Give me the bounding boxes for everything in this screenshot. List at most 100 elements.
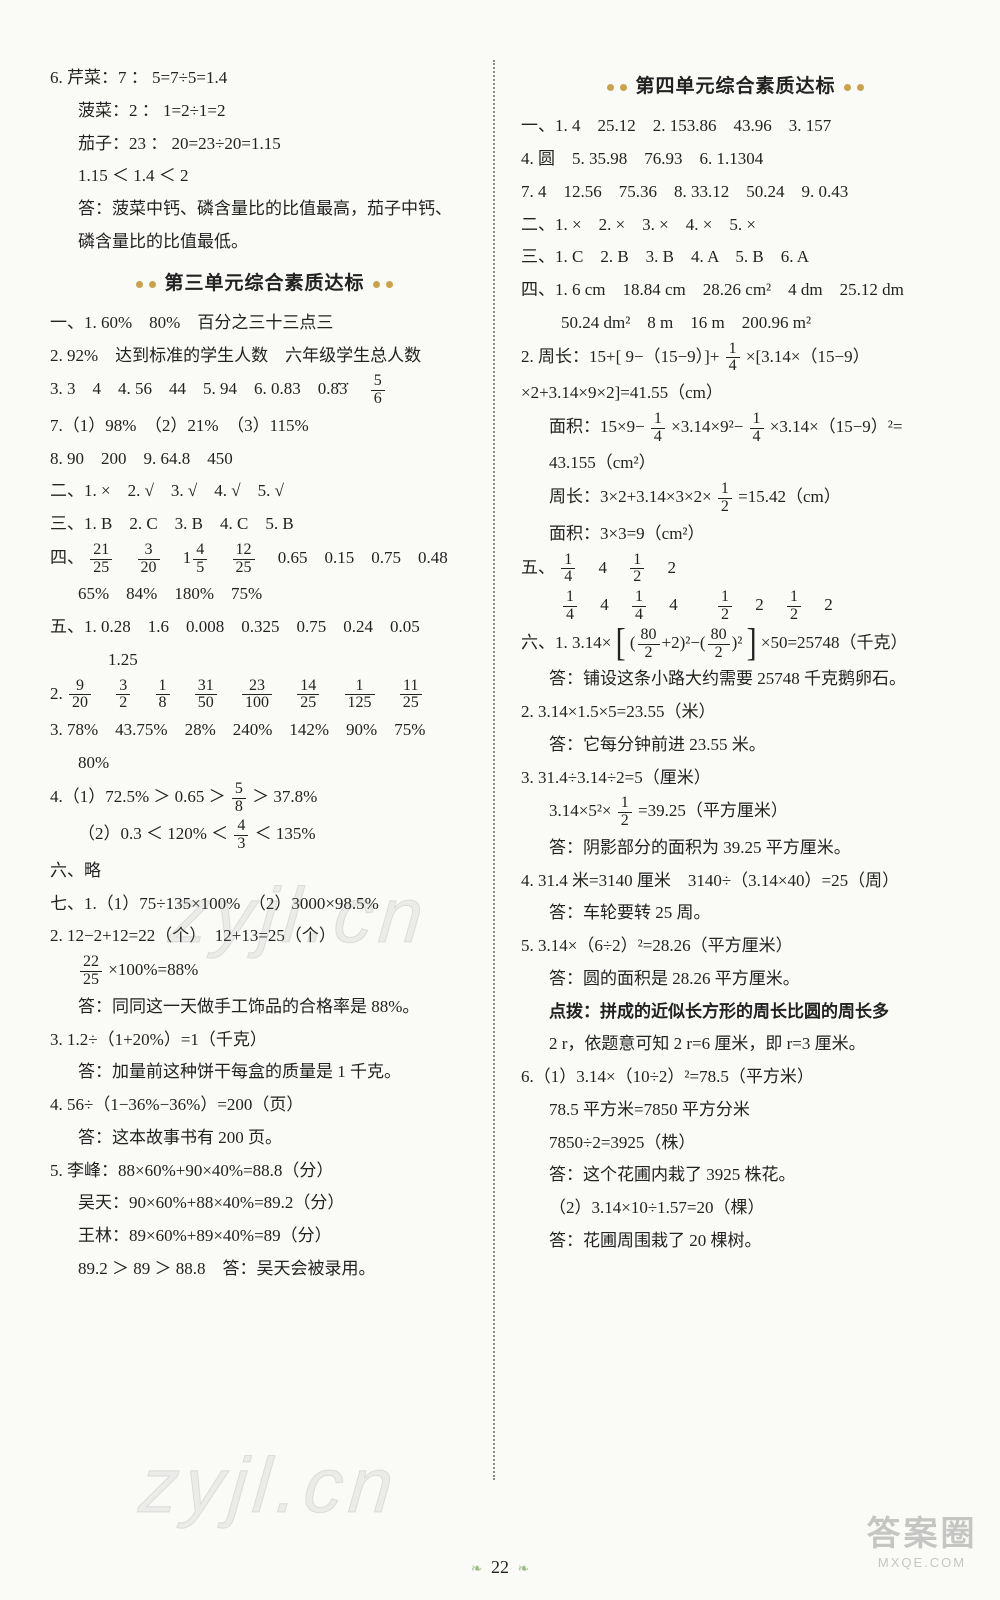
text-line: 四、1. 6 cm 18.84 cm 28.26 cm² 4 dm 25.12 …: [521, 275, 950, 305]
text: ×[3.14×（15−9）: [746, 347, 870, 366]
text-line: 4. 圆 5. 35.98 76.93 6. 1.1304: [521, 144, 950, 174]
fraction: 320: [138, 542, 160, 577]
fraction: 1225: [233, 542, 255, 577]
fraction: 14: [563, 589, 577, 624]
text-line: 14 4 14 4 12 2 12 2: [521, 589, 950, 624]
text: 2: [807, 595, 833, 614]
text-line: 答：圆的面积是 28.26 平方厘米。: [521, 964, 950, 994]
text-line: 8. 90 200 9. 64.8 450: [50, 444, 479, 474]
fraction: 14: [726, 341, 740, 376]
left-column: 6. 芹菜：7 ： 5=7÷5=1.4 菠菜：2 ： 1=2÷1=2 茄子：23…: [50, 60, 487, 1480]
text: 3.14×5²×: [549, 802, 616, 821]
text: ＜ 135%: [255, 825, 316, 844]
text-line: 7.（1）98% （2）21% （3）115%: [50, 411, 479, 441]
text-line: ×2+3.14×9×2]=41.55（cm）: [521, 378, 950, 408]
page-number: ❧ 22 ❧: [0, 1557, 1000, 1578]
text: 2: [738, 595, 781, 614]
text-line: （2）3.14×10÷1.57=20（棵）: [521, 1193, 950, 1223]
text-line: 2. 周长：15+[ 9−（15−9）]+ 14 ×[3.14×（15−9）: [521, 341, 950, 376]
text-line: 一、1. 60% 80% 百分之三十三点三: [50, 308, 479, 338]
text-line: 三、1. B 2. C 3. B 4. C 5. B: [50, 509, 479, 539]
unit3-title: 第三单元综合素质达标: [50, 267, 479, 300]
text-line: 一、1. 4 25.12 2. 153.86 43.96 3. 157: [521, 111, 950, 141]
text-line: 2. 3.14×1.5×5=23.55（米）: [521, 697, 950, 727]
leaf-icon: ❧: [471, 1561, 483, 1578]
text-line: 4. 56÷（1−36%−36%）=200（页）: [50, 1090, 479, 1120]
text-line: 答：花圃周围栽了 20 棵树。: [521, 1226, 950, 1256]
fraction: 2225: [80, 954, 102, 989]
text-line: 2225 ×100%=88%: [50, 954, 479, 989]
text: 4: [652, 595, 712, 614]
text: 2.: [50, 684, 63, 703]
text-line: 6. 芹菜：7 ： 5=7÷5=1.4: [50, 63, 479, 93]
text-line: 二、1. × 2. × 3. × 4. × 5. ×: [521, 210, 950, 240]
text-line: 6.（1）3.14×（10÷2）²=78.5（平方米）: [521, 1062, 950, 1092]
fraction: 14: [632, 589, 646, 624]
text-line: 2. 12−2+12=22（个） 12+13=25（个）: [50, 921, 479, 951]
badge-title: 答案圈: [862, 1506, 982, 1555]
fraction: 12: [630, 552, 644, 587]
fraction: 58: [232, 781, 246, 816]
text-line: 3. 78% 43.75% 28% 240% 142% 90% 75%: [50, 715, 479, 745]
text-line: 五、1. 0.28 1.6 0.008 0.325 0.75 0.24 0.05: [50, 612, 479, 642]
text-line: 2 r，依题意可知 2 r=6 厘米，即 r=3 厘米。: [521, 1029, 950, 1059]
text-line: 周长：3×2+3.14×3×2× 12 =15.42（cm）: [521, 481, 950, 516]
text-line: 菠菜：2 ： 1=2÷1=2: [50, 96, 479, 126]
text-line: 2. 920 32 18 3150 23100 1425 1125 1125: [50, 678, 479, 713]
text-line: 5. 3.14×（6÷2）²=28.26（平方厘米）: [521, 931, 950, 961]
text-line: 五、 14 4 12 2: [521, 552, 950, 587]
text-line: 面积：15×9− 14 ×3.14×9²− 14 ×3.14×（15−9）²=: [521, 411, 950, 446]
text-line: 答：车轮要转 25 周。: [521, 898, 950, 928]
fraction: 802: [708, 627, 730, 662]
text-line: 7850÷2=3925（株）: [521, 1128, 950, 1158]
unit4-title: 第四单元综合素质达标: [521, 70, 950, 103]
fraction: 23100: [242, 678, 272, 713]
fraction: 802: [638, 627, 660, 662]
text-line: 点拨：拼成的近似长方形的周长比圆的周长多: [521, 997, 950, 1027]
text: 2. 周长：15+[ 9−（15−9）]+: [521, 347, 719, 366]
fraction: 12: [618, 795, 632, 830]
text-line: 3. 31.4÷3.14÷2=5（厘米）: [521, 763, 950, 793]
text: =39.25（平方厘米）: [638, 802, 788, 821]
text: 4: [581, 558, 624, 577]
text-line: 七、1.（1）75÷135×100% （2）3000×98.5%: [50, 889, 479, 919]
text-line: （2）0.3 ＜ 120% ＜ 43 ＜ 135%: [50, 818, 479, 853]
text-line: 3.14×5²× 12 =39.25（平方厘米）: [521, 795, 950, 830]
text: 4.（1）72.5% ＞ 0.65 ＞: [50, 787, 226, 806]
text-line: 65% 84% 180% 75%: [50, 579, 479, 609]
fraction: 2125: [90, 542, 112, 577]
text: ×3.14×（15−9）²=: [770, 417, 903, 436]
text-line: 答：这本故事书有 200 页。: [50, 1123, 479, 1153]
fraction: 45: [193, 542, 207, 577]
text: 3. 3 4 4. 56 44 5. 94 6. 0.83 0.8̇̇3̇: [50, 379, 365, 398]
text-line: 茄子：23 ： 20=23÷20=1.15: [50, 129, 479, 159]
column-divider: [493, 60, 497, 1480]
leaf-icon: ❧: [518, 1561, 530, 1578]
text-line: 4. 31.4 米=3140 厘米 3140÷（3.14×40）=25（周）: [521, 866, 950, 896]
fraction: 1125: [400, 678, 422, 713]
text-line: 二、1. × 2. √ 3. √ 4. √ 5. √: [50, 476, 479, 506]
fraction: 32: [116, 678, 130, 713]
text: 五、: [521, 558, 555, 577]
text-line: 3. 3 4 4. 56 44 5. 94 6. 0.83 0.8̇̇3̇ 56: [50, 373, 479, 408]
unit3-title-text: 第三单元综合素质达标: [165, 273, 365, 294]
text: 四、: [50, 548, 84, 567]
fraction: 12: [787, 589, 801, 624]
text-line: 89.2 ＞ 89 ＞ 88.8 答：吴天会被录用。: [50, 1254, 479, 1284]
text: 1: [183, 548, 192, 567]
fraction: 14: [561, 552, 575, 587]
text: 面积：15×9−: [549, 417, 645, 436]
text: =15.42（cm）: [738, 487, 841, 506]
columns: 6. 芹菜：7 ： 5=7÷5=1.4 菠菜：2 ： 1=2÷1=2 茄子：23…: [50, 60, 950, 1480]
text: （2）0.3 ＜ 120% ＜: [78, 825, 228, 844]
text: ×3.14×9²−: [671, 417, 743, 436]
text: 2: [650, 558, 676, 577]
unit4-title-text: 第四单元综合素质达标: [635, 76, 835, 97]
text-line: 答：加量前这种饼干每盒的质量是 1 千克。: [50, 1057, 479, 1087]
text-line: 王林：89×60%+89×40%=89（分）: [50, 1221, 479, 1251]
text-line: 80%: [50, 748, 479, 778]
text: 点拨：拼成的近似长方形的周长比圆的周长多: [549, 1002, 889, 1021]
page: 6. 芹菜：7 ： 5=7÷5=1.4 菠菜：2 ： 1=2÷1=2 茄子：23…: [0, 0, 1000, 1600]
text-line: 六、略: [50, 856, 479, 886]
fraction: 18: [156, 678, 170, 713]
